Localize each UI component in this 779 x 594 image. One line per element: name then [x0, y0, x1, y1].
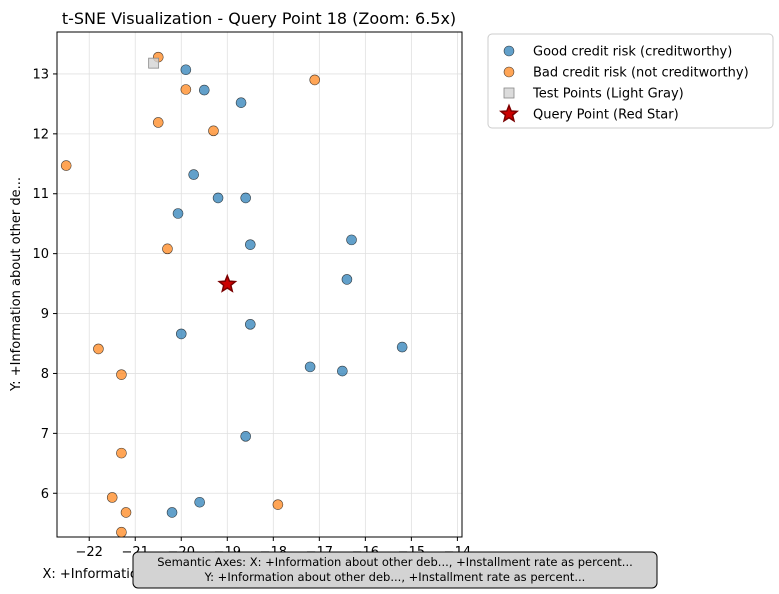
query-point-star — [217, 273, 238, 293]
data-point — [180, 64, 192, 76]
legend-entry-label: Bad credit risk (not creditworthy) — [533, 66, 749, 81]
data-point — [120, 507, 132, 518]
data-point — [172, 208, 184, 219]
data-point — [180, 84, 192, 95]
data-point — [116, 526, 127, 538]
data-point — [337, 365, 348, 377]
plot-area — [56, 31, 463, 538]
semantic-axes-box: Semantic Axes: X: +Information about oth… — [132, 551, 658, 589]
y-tick-label: 8 — [41, 367, 49, 382]
legend-entry-label: Good credit risk (creditworthy) — [533, 45, 732, 60]
y-axis-label: Y: +Information about other de... — [9, 177, 24, 392]
data-points — [60, 51, 408, 538]
grid — [57, 32, 462, 537]
semantic-axes-line-1: Semantic Axes: X: +Information about oth… — [157, 555, 633, 569]
legend: Good credit risk (creditworthy) Bad credi… — [487, 33, 774, 129]
data-point — [60, 160, 72, 171]
test-point — [148, 57, 160, 69]
data-point — [188, 169, 199, 180]
legend-marker — [503, 66, 515, 78]
data-point — [208, 125, 219, 137]
y-tick-label: 6 — [41, 487, 49, 502]
legend-entry-label: Query Point (Red Star) — [533, 108, 679, 123]
data-point — [396, 341, 408, 353]
data-point — [240, 192, 251, 204]
data-point — [346, 234, 357, 246]
data-point — [93, 343, 104, 355]
legend-marker — [503, 87, 515, 99]
data-point — [212, 192, 224, 204]
data-point — [240, 431, 251, 442]
y-tick-label: 9 — [41, 307, 49, 322]
y-tick-label: 11 — [32, 187, 49, 202]
data-point — [116, 447, 127, 459]
data-point — [116, 369, 127, 380]
y-tick-label: 7 — [41, 427, 49, 442]
data-point — [166, 507, 178, 518]
data-point — [194, 496, 205, 508]
data-point — [198, 84, 210, 96]
legend-frame — [487, 33, 774, 129]
data-point — [244, 319, 256, 330]
semantic-axes-line-2: Y: +Information about other deb..., +Ins… — [204, 570, 586, 584]
data-point — [304, 361, 316, 373]
x-tick-label: −22 — [75, 545, 102, 560]
data-point — [152, 117, 164, 128]
data-point — [244, 239, 256, 250]
data-point — [175, 328, 187, 340]
data-point — [106, 492, 118, 503]
data-point — [309, 74, 321, 86]
data-point — [272, 499, 284, 510]
legend-marker — [503, 45, 515, 57]
y-tick-label: 12 — [32, 127, 49, 142]
data-point — [162, 243, 173, 255]
semantic-axes-background — [132, 551, 658, 589]
y-tick-label: 13 — [32, 67, 49, 82]
y-tick-label: 10 — [32, 247, 49, 262]
legend-entry-label: Test Points (Light Gray) — [532, 87, 684, 102]
data-point — [341, 274, 353, 285]
data-point — [235, 97, 247, 108]
legend-marker — [499, 103, 519, 123]
chart-title: t-SNE Visualization - Query Point 18 (Zo… — [62, 9, 456, 28]
